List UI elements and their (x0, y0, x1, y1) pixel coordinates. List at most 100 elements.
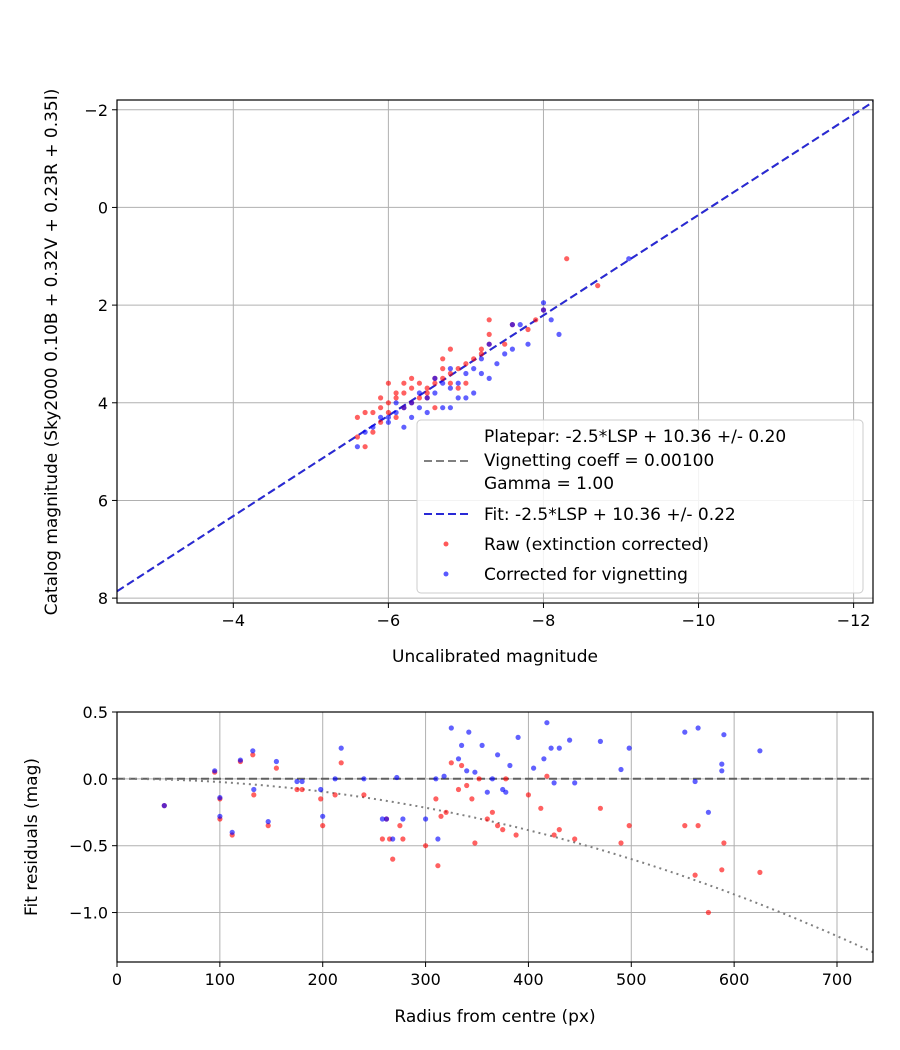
top-corrected-point (509, 322, 515, 328)
top-corrected-point (447, 405, 453, 411)
bottom-corrected-point (229, 829, 235, 835)
bottom-corrected-point (435, 836, 441, 842)
bottom-raw-point (500, 827, 506, 833)
bottom-raw-point (469, 796, 475, 802)
bottom-corrected-point (217, 795, 223, 801)
bottom-raw-point (332, 792, 338, 798)
bottom-axes-frame (116, 711, 874, 963)
bottom-x-tick-label: 0 (112, 970, 122, 989)
bottom-corrected-point (541, 756, 547, 762)
bottom-corrected-point (433, 776, 439, 782)
bottom-corrected-point (544, 720, 550, 726)
top-y-tick-label: 4 (98, 394, 108, 413)
top-corrected-point (378, 414, 384, 420)
bottom-raw-point (618, 840, 624, 846)
bottom-y-tick-label: −0.5 (69, 837, 108, 856)
top-raw-point (502, 341, 508, 347)
top-corrected-point (486, 341, 492, 347)
top-corrected-point (424, 395, 430, 401)
bottom-raw-point (538, 805, 544, 811)
top-x-tick-label: −12 (837, 611, 871, 630)
top-raw-point (478, 351, 484, 357)
bottom-corrected-point (479, 742, 485, 749)
bottom-raw-point (448, 760, 454, 766)
top-corrected-point (409, 400, 415, 406)
bottom-x-axis-label: Radius from centre (px) (394, 1007, 595, 1027)
bottom-corrected-point (507, 762, 513, 769)
top-corrected-point (463, 395, 469, 401)
top-raw-point (416, 395, 422, 401)
top-raw-point (354, 434, 360, 440)
top-raw-point (416, 380, 422, 386)
top-raw-point (440, 366, 446, 372)
bottom-corrected-point (567, 737, 573, 743)
bottom-raw-point (423, 843, 429, 849)
bottom-corrected-point (682, 729, 688, 735)
top-raw-point (401, 390, 407, 396)
top-raw-point (595, 283, 601, 289)
bottom-corrected-point (237, 757, 243, 763)
top-corrected-point (517, 322, 523, 328)
top-corrected-point (463, 370, 469, 377)
top-x-axis-label: Uncalibrated magnitude (392, 647, 598, 667)
bottom-tick-labels: 0 100 200 300 400 500 600 700 0.5 0.0 −0.5 −1.0 (69, 703, 852, 989)
top-corrected-point (471, 366, 477, 372)
top-raw-point (393, 414, 399, 420)
bottom-raw-point (721, 840, 727, 846)
legend-platepar-label: Platepar: -2.5*LSP + 10.36 +/- 0.20 (484, 427, 786, 447)
bottom-corrected-point (464, 768, 470, 774)
top-raw-point (385, 400, 391, 406)
legend-corrected-marker (443, 571, 449, 577)
bottom-raw-point (757, 869, 763, 876)
top-corrected-point (401, 405, 407, 411)
top-raw-point (440, 356, 446, 362)
top-raw-point (409, 375, 415, 381)
bottom-corrected-point (597, 738, 604, 745)
bottom-corrected-point (503, 789, 509, 795)
bottom-x-tick-label: 100 (205, 970, 236, 989)
top-corrected-point (540, 300, 547, 306)
bottom-corrected-point (719, 768, 725, 774)
bottom-corrected-point (332, 776, 338, 782)
top-raw-point (533, 317, 539, 323)
top-corrected-point (525, 341, 531, 347)
legend-box (416, 419, 864, 594)
legend-raw-marker (443, 541, 449, 547)
bottom-raw-point (525, 792, 532, 798)
top-raw-point (424, 390, 430, 396)
top-corrected-point (471, 390, 477, 396)
top-corrected-point (478, 370, 484, 377)
bottom-corrected-point (251, 786, 257, 793)
bottom-raw-point (513, 832, 519, 838)
bottom-corrected-point (361, 776, 367, 782)
bottom-raw-point (544, 773, 550, 779)
top-corrected-point (409, 414, 415, 420)
legend-vignetting-label: Vignetting coeff = 0.00100 (484, 451, 714, 471)
bottom-corrected-point (556, 745, 562, 751)
top-corrected-point (455, 380, 461, 386)
top-raw-point (385, 380, 391, 386)
bottom-raw-point (472, 840, 478, 846)
top-y-tick-label: −2 (84, 101, 108, 120)
top-y-tick-label: 2 (98, 296, 108, 315)
top-raw-point (401, 380, 407, 386)
top-corrected-point (440, 380, 446, 386)
bottom-raw-point (361, 792, 367, 798)
bottom-corrected-point (441, 773, 447, 779)
bottom-corrected-point (294, 778, 300, 785)
bottom-corrected-point (695, 725, 701, 731)
bottom-corrected-point (394, 774, 400, 781)
top-raw-point (447, 346, 453, 352)
bottom-corrected-point (548, 745, 554, 751)
bottom-corrected-point (515, 734, 521, 741)
bottom-x-tick-label: 400 (513, 970, 544, 989)
top-raw-point (525, 326, 531, 333)
bottom-corrected-point (338, 745, 344, 751)
top-corrected-point (556, 331, 562, 337)
bottom-raw-point (251, 792, 257, 798)
bottom-corrected-point (212, 768, 218, 774)
bottom-raw-point (379, 836, 385, 842)
top-corrected-point (509, 346, 515, 352)
bottom-corrected-point (383, 816, 390, 822)
bottom-corrected-point (390, 836, 396, 842)
